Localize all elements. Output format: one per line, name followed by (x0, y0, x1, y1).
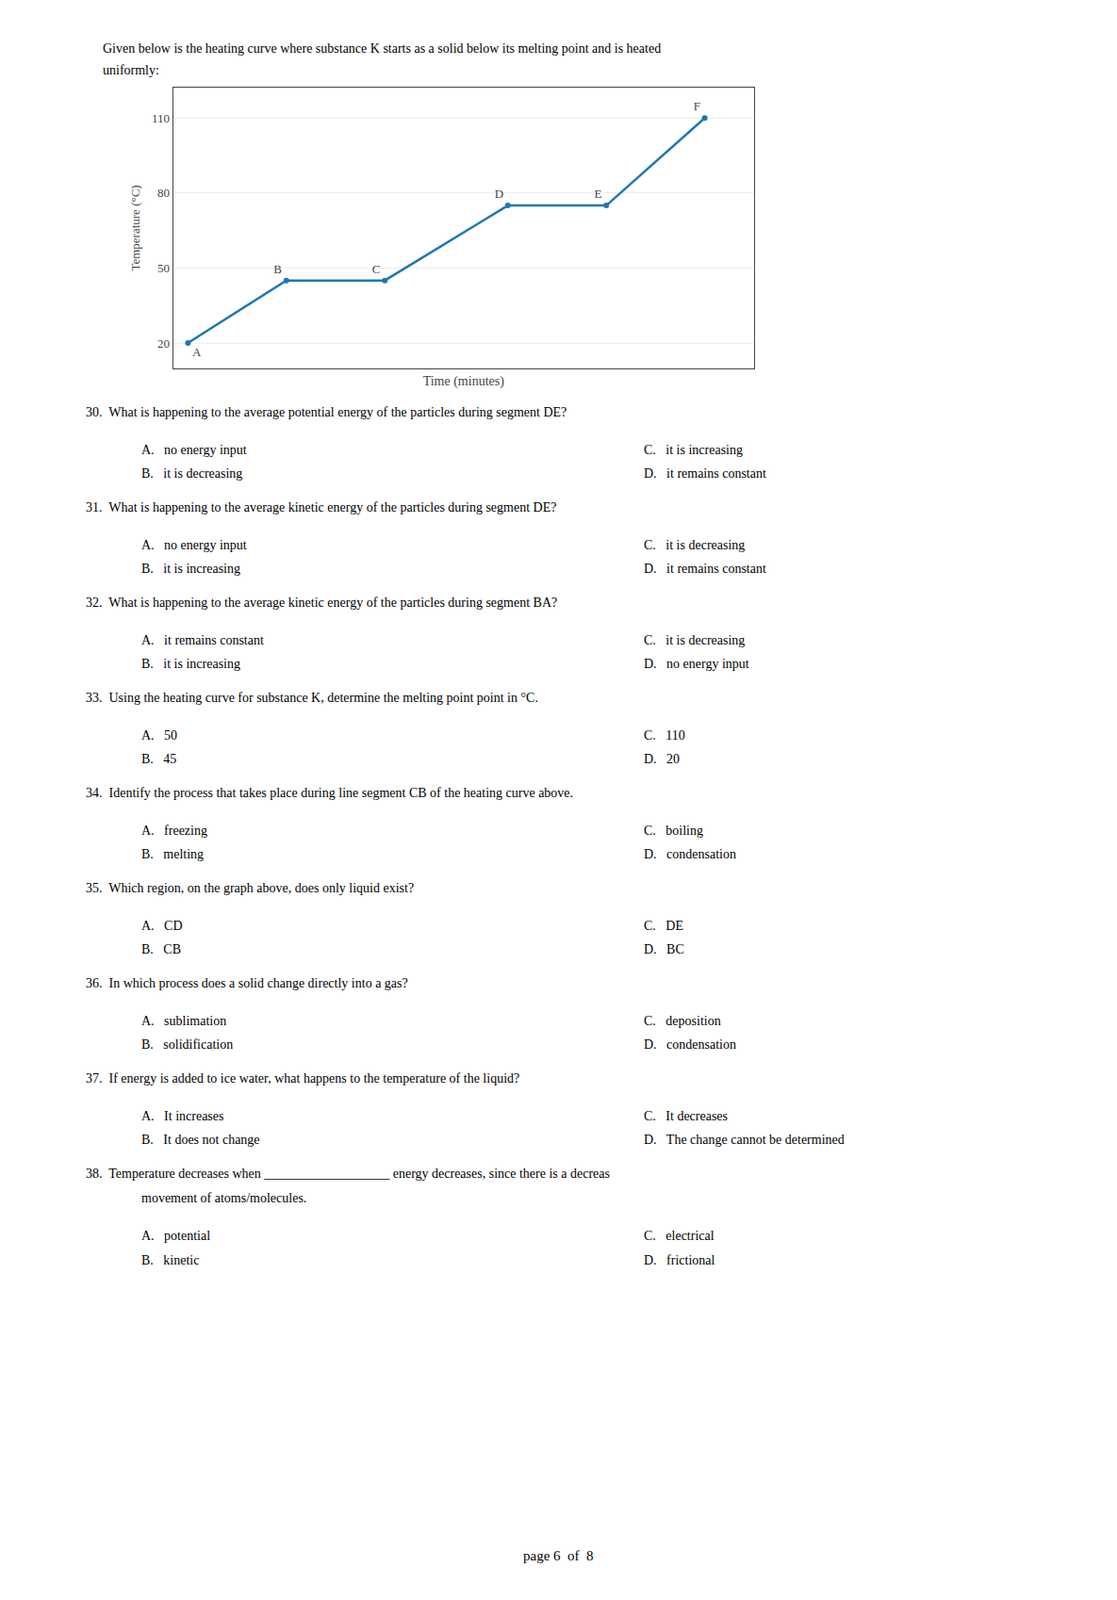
svg-text:D. no energy input: D. no energy input (643, 657, 750, 672)
svg-text:50: 50 (157, 261, 170, 276)
svg-text:D. it remains constant: D. it remains constant (643, 561, 767, 576)
svg-text:A. potential: A. potential (141, 1229, 211, 1244)
svg-text:A. sublimation: A. sublimation (141, 1014, 227, 1029)
svg-text:A. no energy input: A. no energy input (141, 443, 247, 458)
svg-text:B. 45: B. 45 (141, 752, 177, 767)
svg-text:B. It does not change: B. It does not change (141, 1133, 261, 1148)
svg-text:B: B (273, 262, 282, 277)
svg-text:A. 50: A. 50 (141, 728, 178, 743)
svg-text:B. kinetic: B. kinetic (141, 1253, 199, 1268)
svg-text:A. It increases: A. It increases (141, 1109, 224, 1124)
svg-text:C. boiling: C. boiling (643, 823, 704, 838)
svg-text:B. melting: B. melting (141, 847, 204, 862)
svg-text:A. no energy input: A. no energy input (141, 538, 247, 553)
svg-text:D. The change cannot be dete: D. The change cannot be determined (643, 1133, 845, 1148)
svg-text:C. it is decreasing: C. it is decreasing (643, 633, 745, 648)
svg-text:movement of atoms/molecules.: movement of atoms/molecules. (141, 1191, 307, 1206)
svg-text:20: 20 (157, 336, 170, 351)
svg-text:36. In which process does a s: 36. In which process does a solid change… (85, 976, 409, 991)
svg-text:38. Temperature decreases whe: 38. Temperature decreases when _________… (85, 1166, 610, 1182)
svg-text:E: E (594, 186, 603, 201)
svg-text:C. 110: C. 110 (643, 728, 686, 743)
svg-text:D. 20: D. 20 (643, 752, 680, 767)
svg-text:C. it is increasing: C. it is increasing (643, 443, 743, 458)
svg-text:A. freezing: A. freezing (141, 823, 208, 838)
svg-text:30. What is happening to the: 30. What is happening to the average pot… (85, 405, 567, 420)
svg-text:B. it is decreasing: B. it is decreasing (141, 466, 243, 481)
svg-text:80: 80 (157, 185, 170, 200)
svg-text:C. It decreases: C. It decreases (643, 1109, 728, 1124)
svg-text:D. condensation: D. condensation (643, 847, 737, 862)
svg-text:C. electrical: C. electrical (643, 1229, 715, 1244)
svg-text:D. frictional: D. frictional (643, 1253, 716, 1268)
svg-text:D. condensation: D. condensation (643, 1037, 737, 1052)
svg-text:110: 110 (151, 111, 170, 126)
svg-text:37. If energy is added to ice: 37. If energy is added to ice water, wha… (85, 1071, 520, 1086)
svg-text:B. CB: B. CB (141, 942, 181, 957)
svg-text:B. solidification: B. solidification (141, 1037, 233, 1052)
svg-text:D. BC: D. BC (643, 942, 685, 957)
svg-text:uniformly:: uniformly: (102, 63, 160, 78)
svg-text:31. What is happening to the: 31. What is happening to the average kin… (85, 500, 557, 515)
svg-text:C. deposition: C. deposition (643, 1014, 722, 1029)
svg-text:D. it remains constant: D. it remains constant (643, 466, 767, 481)
svg-text:C: C (372, 262, 381, 277)
svg-text:A: A (192, 345, 202, 361)
svg-text:A. CD: A. CD (141, 919, 183, 934)
svg-text:B. it is increasing: B. it is increasing (141, 561, 241, 576)
svg-text:C. it is decreasing: C. it is decreasing (643, 538, 745, 553)
svg-text:Temperature (°C): Temperature (°C) (128, 184, 143, 271)
svg-text:32. What is happening to the: 32. What is happening to the average kin… (85, 595, 558, 610)
svg-text:34. Identify the process that: 34. Identify the process that takes plac… (85, 786, 574, 801)
svg-text:D: D (494, 186, 504, 201)
svg-text:page 6 of 8: page 6 of 8 (523, 1548, 594, 1564)
svg-text:A. it remains constant: A. it remains constant (141, 633, 264, 648)
svg-text:35. Which region, on the grap: 35. Which region, on the graph above, do… (85, 881, 414, 896)
svg-text:Time (minutes): Time (minutes) (423, 374, 506, 390)
svg-text:B. it is increasing: B. it is increasing (141, 657, 241, 672)
svg-text:33. Using the heating curve f: 33. Using the heating curve for substanc… (85, 690, 539, 706)
svg-text:C. DE: C. DE (643, 919, 684, 934)
svg-text:F: F (693, 98, 701, 114)
svg-text:Given below is the heating cur: Given below is the heating curve where s… (102, 41, 661, 56)
